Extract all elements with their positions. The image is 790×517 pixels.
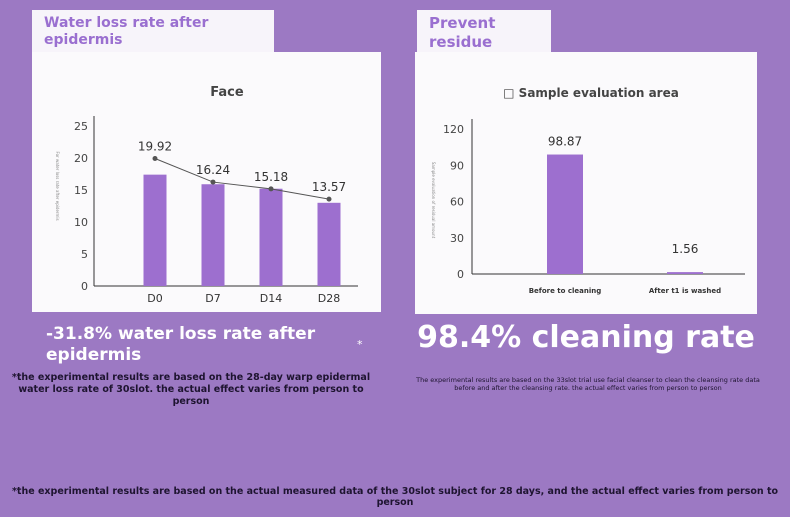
y-tick-label: 10 xyxy=(74,216,88,229)
trend-point xyxy=(326,196,332,202)
data-label: 19.92 xyxy=(138,140,172,154)
data-label: 1.56 xyxy=(672,242,699,256)
bar-after-t1-is-washed xyxy=(667,272,703,274)
x-tick-label: Before to cleaning xyxy=(529,287,602,295)
y-tick-label: 30 xyxy=(450,232,464,245)
data-label: 16.24 xyxy=(196,163,230,177)
y-tick-label: 0 xyxy=(457,268,464,281)
y-tick-label: 15 xyxy=(74,184,88,197)
bar-d28 xyxy=(317,202,341,286)
stat-water-loss: -31.8% water loss rate after epidermis xyxy=(46,324,316,365)
trend-point xyxy=(268,186,274,192)
trend-line xyxy=(154,158,330,200)
data-label: 13.57 xyxy=(312,180,346,194)
y-tick-label: 25 xyxy=(74,120,88,133)
y-tick-label: 120 xyxy=(443,123,464,136)
bar-d0 xyxy=(143,174,167,286)
chart-panel-residue: □ Sample evaluation area Sample evaluatio… xyxy=(415,52,757,314)
y-tick-label: 20 xyxy=(74,152,88,165)
x-tick-label: After t1 is washed xyxy=(649,287,721,295)
chart-panel-water-loss: Face For water loss rate after epidermis 0… xyxy=(32,52,381,312)
bar-before-to-cleaning xyxy=(547,154,583,274)
bar-d7 xyxy=(201,184,225,286)
tab-water-loss-rate: Water loss rate after epidermis xyxy=(32,10,274,52)
footnote: *the experimental results are based on t… xyxy=(11,486,779,508)
note-water-loss: *the experimental results are based on t… xyxy=(11,372,371,407)
x-tick-label: D28 xyxy=(318,292,340,305)
bar-d14 xyxy=(259,188,283,286)
chart-title: □ Sample evaluation area xyxy=(503,86,679,100)
y-tick-label: 5 xyxy=(81,248,88,261)
data-label: 98.87 xyxy=(548,135,582,149)
y-tick-label: 90 xyxy=(450,159,464,172)
x-tick-label: D0 xyxy=(147,292,162,305)
x-tick-label: D14 xyxy=(260,292,282,305)
y-axis-label: Sample evaluation of residual amount xyxy=(431,162,436,239)
chart-residue: □ Sample evaluation area Sample evaluatio… xyxy=(431,86,745,295)
y-tick-label: 0 xyxy=(81,280,88,293)
note-residue: The experimental results are based on th… xyxy=(416,376,760,392)
y-axis-label: For water loss rate after epidermis xyxy=(55,151,60,220)
data-label: 15.18 xyxy=(254,170,288,184)
trend-point xyxy=(152,156,158,162)
trend-point xyxy=(210,179,216,185)
chart-water-loss: Face For water loss rate after epidermis 0… xyxy=(55,85,358,305)
tab-prevent-residue: Prevent residue xyxy=(417,10,551,52)
y-tick-label: 60 xyxy=(450,196,464,209)
stat-cleaning-rate: 98.4% cleaning rate xyxy=(417,320,755,355)
chart-title: Face xyxy=(210,85,244,100)
x-tick-label: D7 xyxy=(205,292,220,305)
star-mark: * xyxy=(357,338,363,351)
